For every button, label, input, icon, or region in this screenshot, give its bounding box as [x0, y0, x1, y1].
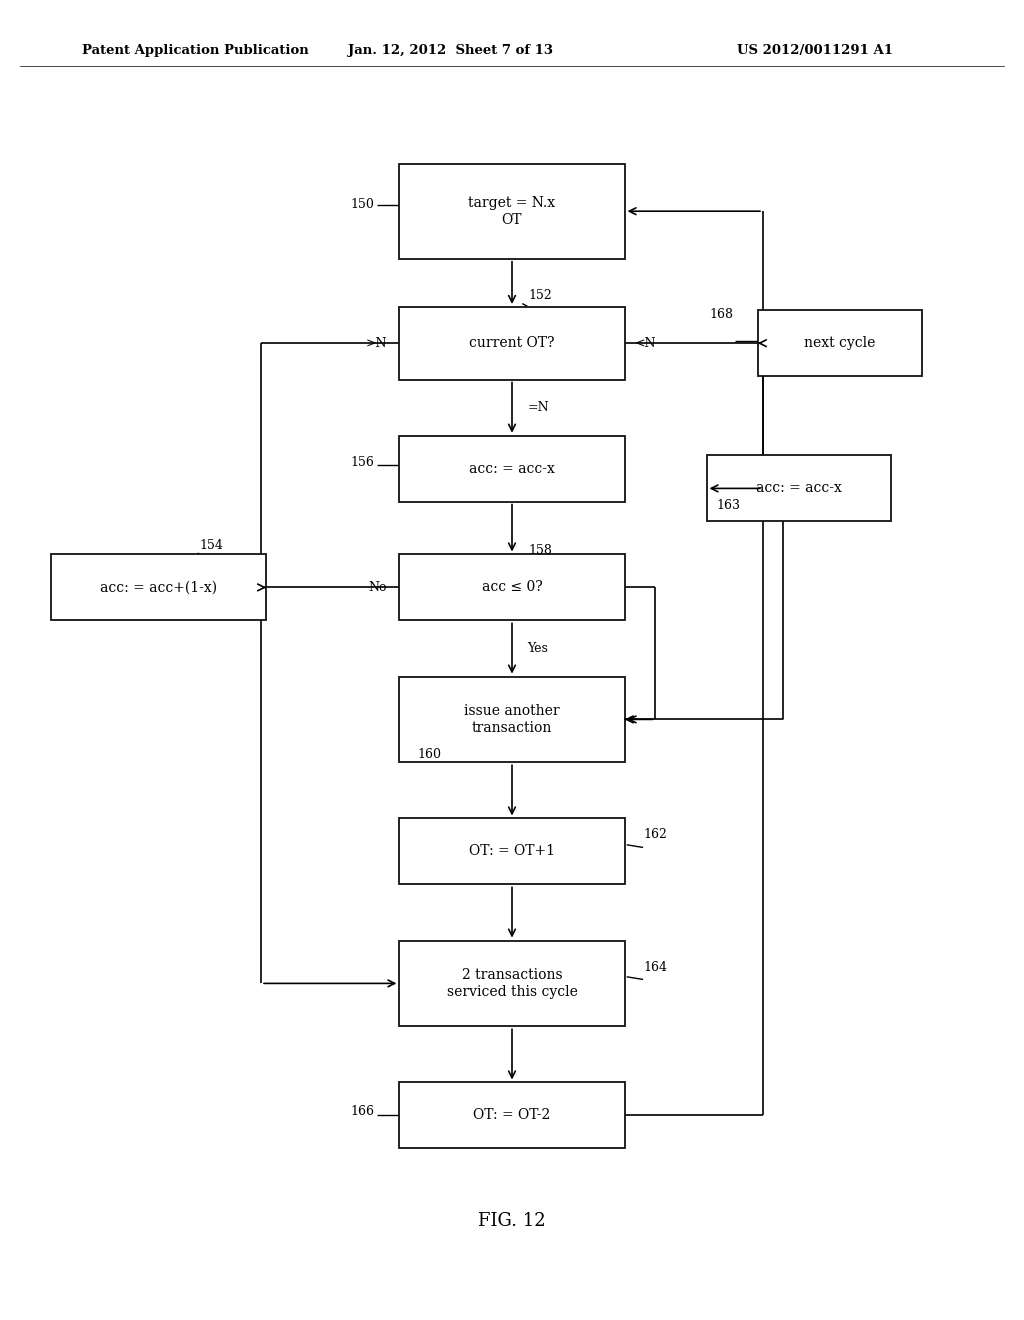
Text: next cycle: next cycle	[804, 337, 876, 350]
Text: target = N.x
OT: target = N.x OT	[468, 195, 556, 227]
Text: acc: = acc-x: acc: = acc-x	[469, 462, 555, 475]
Text: 163: 163	[717, 499, 740, 512]
FancyBboxPatch shape	[399, 164, 625, 259]
FancyBboxPatch shape	[399, 818, 625, 884]
FancyBboxPatch shape	[399, 554, 625, 620]
Text: 152: 152	[528, 289, 552, 302]
Text: Patent Application Publication: Patent Application Publication	[82, 44, 308, 57]
Text: US 2012/0011291 A1: US 2012/0011291 A1	[737, 44, 893, 57]
Text: OT: = OT-2: OT: = OT-2	[473, 1109, 551, 1122]
Text: acc ≤ 0?: acc ≤ 0?	[481, 581, 543, 594]
FancyBboxPatch shape	[707, 455, 891, 521]
FancyBboxPatch shape	[399, 1082, 625, 1148]
Text: Jan. 12, 2012  Sheet 7 of 13: Jan. 12, 2012 Sheet 7 of 13	[348, 44, 553, 57]
Text: current OT?: current OT?	[469, 337, 555, 350]
FancyBboxPatch shape	[399, 306, 625, 380]
FancyBboxPatch shape	[399, 436, 625, 502]
Text: Yes: Yes	[527, 642, 548, 655]
Text: OT: = OT+1: OT: = OT+1	[469, 845, 555, 858]
Text: acc: = acc-x: acc: = acc-x	[756, 482, 842, 495]
FancyBboxPatch shape	[399, 940, 625, 1027]
FancyBboxPatch shape	[758, 310, 922, 376]
FancyBboxPatch shape	[399, 676, 625, 763]
Text: 154: 154	[200, 539, 223, 552]
Text: 158: 158	[528, 544, 552, 557]
Text: FIG. 12: FIG. 12	[478, 1212, 546, 1230]
Text: 160: 160	[418, 748, 441, 762]
Text: 164: 164	[643, 961, 667, 974]
Text: acc: = acc+(1-x): acc: = acc+(1-x)	[100, 581, 217, 594]
Text: =N: =N	[527, 401, 549, 414]
Text: 156: 156	[351, 455, 375, 469]
Text: 150: 150	[351, 198, 375, 211]
Text: 168: 168	[710, 308, 733, 321]
Text: 162: 162	[643, 828, 667, 841]
Text: 2 transactions
serviced this cycle: 2 transactions serviced this cycle	[446, 968, 578, 999]
Text: issue another
transaction: issue another transaction	[464, 704, 560, 735]
Text: >N: >N	[366, 337, 387, 350]
Text: <N: <N	[635, 337, 656, 350]
FancyBboxPatch shape	[51, 554, 266, 620]
Text: 166: 166	[351, 1105, 375, 1118]
Text: No: No	[369, 581, 387, 594]
